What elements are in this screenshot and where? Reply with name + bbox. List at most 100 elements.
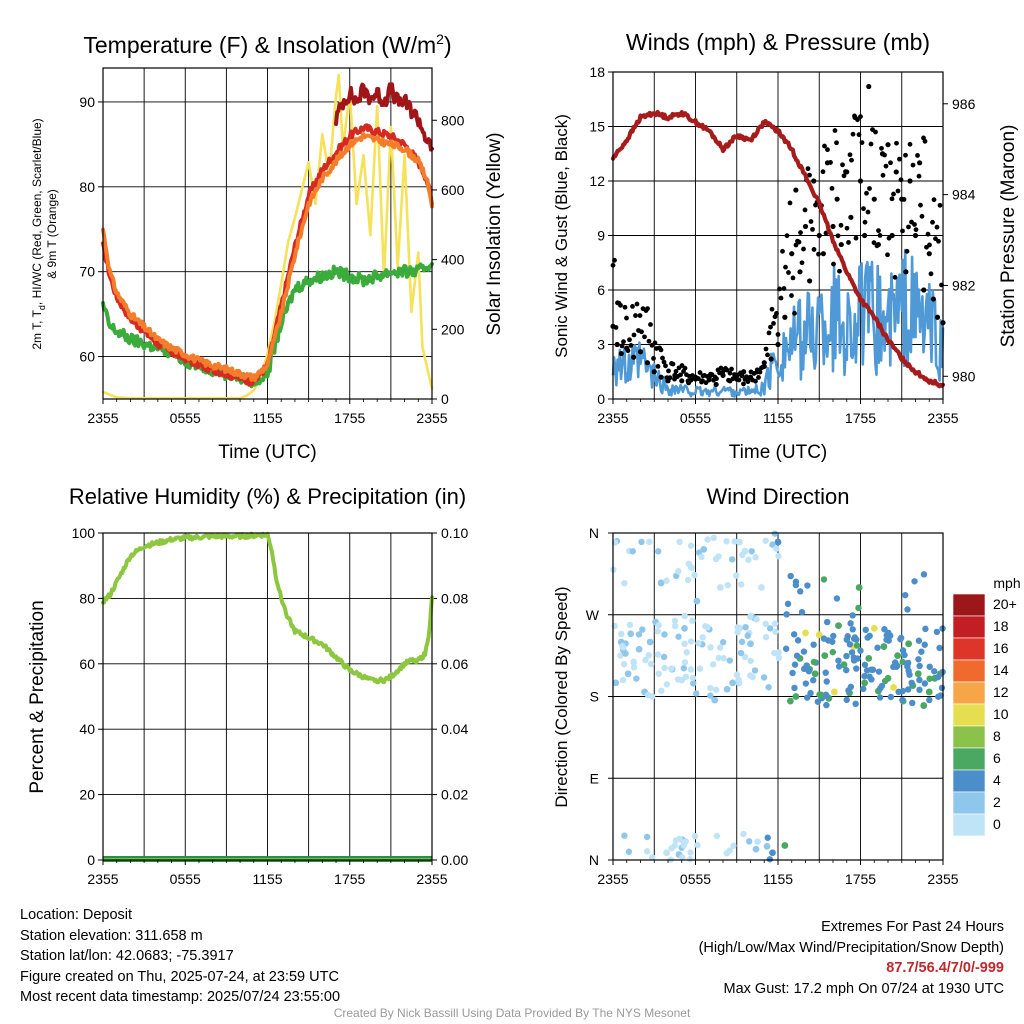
wdir-point bbox=[855, 584, 863, 591]
gust-point bbox=[625, 348, 631, 354]
wdir-point bbox=[682, 673, 690, 680]
temp-ytick-label: 60 bbox=[79, 349, 95, 365]
gust-point bbox=[787, 200, 793, 206]
gust-point bbox=[855, 117, 860, 123]
temp-xtick-label: 2355 bbox=[87, 410, 118, 426]
wdir-xtick-label: 1155 bbox=[763, 871, 793, 887]
wdir-point bbox=[643, 833, 651, 841]
wdir-point bbox=[904, 606, 911, 613]
gust-point bbox=[877, 232, 883, 238]
colorbar-label: 4 bbox=[993, 772, 1001, 788]
wind-ytick-label: 15 bbox=[589, 119, 605, 135]
wdir-point bbox=[719, 638, 727, 646]
wdir-point bbox=[685, 560, 693, 567]
wdir-point bbox=[675, 568, 682, 575]
wdir-point bbox=[698, 553, 705, 561]
wdir-point bbox=[802, 629, 809, 637]
wind-ytick-label: 9 bbox=[597, 228, 605, 244]
gust-point bbox=[639, 329, 644, 335]
wdir-point bbox=[646, 538, 653, 546]
gust-point bbox=[793, 242, 799, 248]
gust-point bbox=[644, 360, 650, 366]
wdir-point bbox=[661, 631, 668, 638]
wdir-point bbox=[843, 652, 850, 660]
wdir-point bbox=[811, 670, 819, 678]
wdir-point bbox=[709, 661, 717, 668]
wdir-point bbox=[921, 641, 928, 648]
wdir-point bbox=[843, 636, 851, 643]
gust-point bbox=[726, 377, 731, 383]
wdir-point bbox=[654, 651, 662, 658]
wdir-point bbox=[654, 548, 662, 555]
wdir-point bbox=[738, 638, 746, 646]
wdir-point bbox=[783, 611, 790, 618]
wind-ytick-label: 12 bbox=[589, 173, 605, 189]
wdir-point bbox=[680, 665, 688, 672]
rh-ytick-label: 60 bbox=[79, 656, 95, 672]
gust-point bbox=[658, 374, 664, 380]
wdir-point bbox=[804, 582, 811, 589]
pressure-ytick-label: 986 bbox=[952, 96, 976, 112]
wdir-point bbox=[823, 678, 830, 685]
gust-point bbox=[835, 233, 841, 239]
wdir-point bbox=[850, 635, 858, 642]
wdir-point bbox=[671, 842, 678, 849]
gust-point bbox=[622, 304, 628, 310]
max-gust: Max Gust: 17.2 mph On 07/24 at 1930 UTC bbox=[723, 980, 1004, 997]
gust-point bbox=[862, 232, 868, 239]
gust-point bbox=[763, 346, 769, 352]
wdir-point bbox=[643, 848, 651, 855]
gust-point bbox=[885, 252, 890, 258]
gust-point bbox=[618, 302, 623, 308]
temp-ylabel-line2: & 9m T (Orange) bbox=[45, 189, 59, 279]
gust-point bbox=[802, 223, 809, 230]
gust-point bbox=[630, 304, 635, 309]
rh-panel: 0 0.00 20 0.02 40 0.04 60 0.06 80 0.08 100 0.10 2355… bbox=[27, 484, 468, 887]
gust-point bbox=[906, 224, 911, 230]
wdir-point bbox=[786, 697, 794, 705]
temp-ylabel-part: d bbox=[37, 305, 47, 310]
gust-point bbox=[912, 222, 917, 227]
gust-point bbox=[618, 350, 624, 357]
gust-point bbox=[838, 241, 844, 248]
wind-ytick-label: 3 bbox=[597, 337, 605, 353]
wdir-point bbox=[830, 688, 838, 696]
gust-point bbox=[864, 190, 869, 196]
wdir-point bbox=[760, 674, 768, 681]
wdir-point bbox=[843, 696, 850, 704]
wdir-point bbox=[901, 651, 908, 659]
wdir-point bbox=[821, 652, 829, 660]
gust-point bbox=[736, 377, 742, 383]
wdir-point bbox=[696, 665, 704, 672]
rh-ytick-label: 80 bbox=[79, 590, 95, 606]
wind-xtick-label: 0555 bbox=[680, 410, 711, 426]
gust-point bbox=[761, 360, 767, 366]
wdir-point bbox=[687, 855, 694, 863]
wdir-point bbox=[771, 649, 778, 657]
wind-xtick-label: 1155 bbox=[763, 410, 793, 426]
gust-point bbox=[660, 355, 665, 361]
colorbar-label: 12 bbox=[993, 684, 1009, 700]
gust-point bbox=[769, 306, 775, 312]
gust-point bbox=[841, 173, 847, 179]
wdir-point bbox=[744, 632, 751, 639]
wdir-point bbox=[625, 848, 633, 855]
wdir-point bbox=[737, 649, 745, 657]
rh-series bbox=[101, 531, 434, 685]
wdir-point bbox=[647, 660, 655, 668]
gust-point bbox=[907, 178, 913, 184]
rh-ytick-label: 20 bbox=[79, 787, 95, 803]
wdir-point bbox=[627, 630, 634, 638]
precip-ytick-label: 0.02 bbox=[441, 787, 468, 803]
wdir-point bbox=[739, 551, 746, 559]
gust-point bbox=[891, 191, 896, 197]
gust-point bbox=[729, 366, 734, 372]
wdir-point bbox=[766, 856, 774, 863]
wdir-point bbox=[814, 698, 822, 705]
rh-xtick-label: 2355 bbox=[87, 871, 118, 887]
gust-point bbox=[768, 324, 773, 330]
wdir-point bbox=[823, 692, 831, 700]
gust-point bbox=[916, 173, 922, 179]
wdir-point bbox=[833, 595, 841, 602]
wdir-point bbox=[918, 648, 925, 655]
